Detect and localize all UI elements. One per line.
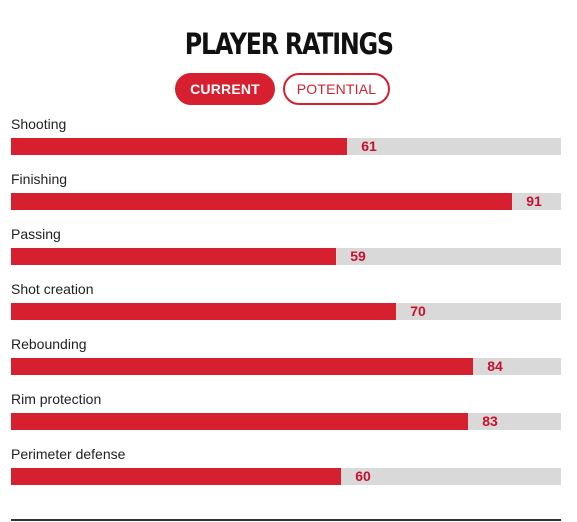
bottom-divider — [11, 519, 561, 521]
rating-value: 70 — [410, 303, 426, 319]
rating-bar-track: 61 — [11, 138, 561, 155]
rating-bar-fill — [11, 358, 473, 375]
ratings-list: Shooting 61 Finishing 91 Passing 59 Shot… — [11, 115, 561, 500]
rating-label: Finishing — [11, 171, 68, 187]
rating-bar-fill — [11, 413, 468, 430]
rating-label: Shot creation — [11, 281, 94, 297]
rating-label: Passing — [11, 226, 61, 242]
rating-value: 83 — [482, 413, 498, 429]
rating-row-passing: Passing 59 — [11, 225, 561, 280]
rating-bar-fill — [11, 193, 512, 210]
rating-row-rebounding: Rebounding 84 — [11, 335, 561, 390]
rating-value: 59 — [350, 248, 366, 264]
rating-bar-fill — [11, 468, 341, 485]
rating-bar-fill — [11, 248, 336, 265]
rating-label: Shooting — [11, 116, 67, 132]
rating-bar-track: 83 — [11, 413, 561, 430]
rating-bar-track: 60 — [11, 468, 561, 485]
rating-bar-track: 70 — [11, 303, 561, 320]
rating-mode-tabs: CURRENT POTENTIAL — [0, 73, 577, 105]
page-title: PLAYER RATINGS — [184, 27, 394, 61]
rating-value: 61 — [361, 138, 377, 154]
rating-bar-track: 84 — [11, 358, 561, 375]
rating-value: 84 — [487, 358, 503, 374]
rating-bar-fill — [11, 303, 396, 320]
rating-label: Rim protection — [11, 391, 102, 407]
rating-bar-track: 91 — [11, 193, 561, 210]
rating-row-shot-creation: Shot creation 70 — [11, 280, 561, 335]
rating-label: Rebounding — [11, 336, 87, 352]
rating-value: 60 — [355, 468, 371, 484]
rating-bar-fill — [11, 138, 347, 155]
rating-row-rim-protection: Rim protection 83 — [11, 390, 561, 445]
tab-current[interactable]: CURRENT — [175, 73, 275, 105]
rating-row-shooting: Shooting 61 — [11, 115, 561, 170]
rating-row-perimeter-defense: Perimeter defense 60 — [11, 445, 561, 500]
rating-bar-track: 59 — [11, 248, 561, 265]
rating-label: Perimeter defense — [11, 446, 126, 462]
tab-potential[interactable]: POTENTIAL — [283, 73, 390, 105]
rating-row-finishing: Finishing 91 — [11, 170, 561, 225]
rating-value: 91 — [526, 193, 542, 209]
